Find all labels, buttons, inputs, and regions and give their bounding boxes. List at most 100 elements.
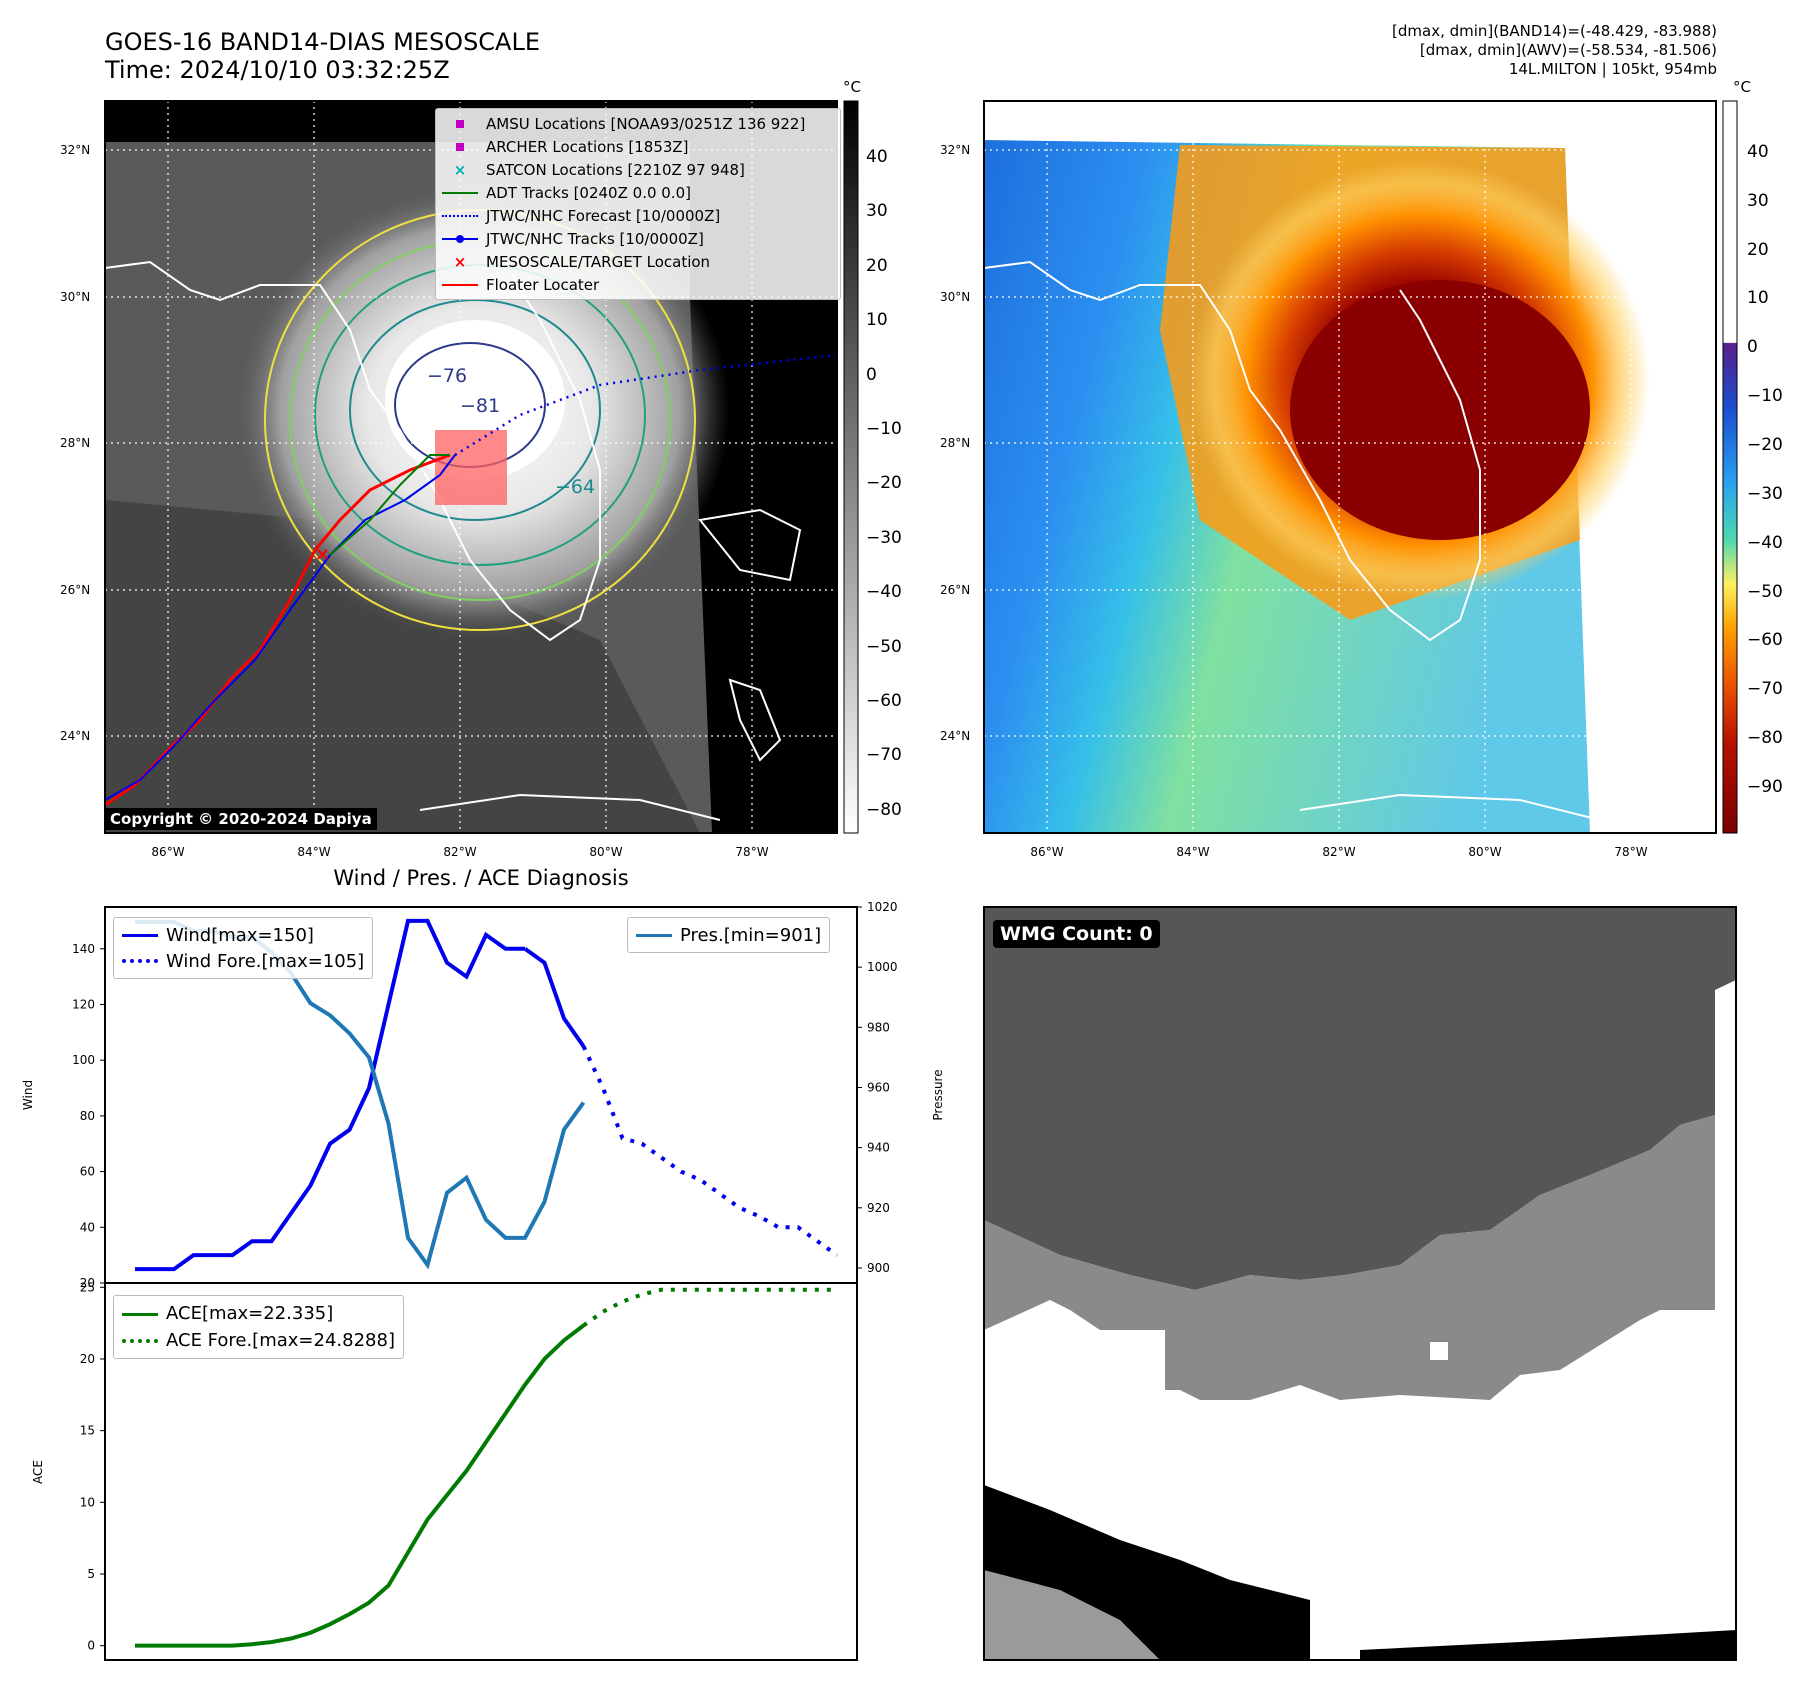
ace-axis-label: ACE (31, 1460, 45, 1484)
svg-text:20: 20 (866, 256, 888, 276)
svg-text:−40: −40 (866, 582, 902, 602)
svg-text:40: 40 (866, 147, 888, 167)
svg-text:−80: −80 (866, 800, 902, 820)
ir-map: −76 −81 −64 × (105, 101, 837, 833)
svg-text:84°W: 84°W (1176, 845, 1209, 859)
y-right-tick-label: 960 (867, 1080, 890, 1094)
legend-item-amsu: AMSU Locations [NOAA93/0251Z 136 922] (442, 112, 834, 135)
stats-awv: [dmax, dmin](AWV)=(-58.534, -81.506) (1419, 41, 1717, 59)
target-marker: × (315, 544, 330, 565)
svg-text:0: 0 (866, 365, 877, 385)
y-right-tick-label: 920 (867, 1201, 890, 1215)
svg-text:−60: −60 (866, 691, 902, 711)
dotted-line-icon (442, 209, 478, 223)
wind-legend: Wind[max=150] Wind Fore.[max=105] (113, 917, 374, 979)
y-tick-label: 60 (80, 1165, 95, 1179)
svg-text:−70: −70 (1747, 679, 1783, 699)
series-line-1 (523, 947, 586, 1048)
svg-text:−50: −50 (1747, 582, 1783, 602)
ir-lat-labels: 32°N 30°N 28°N 26°N 24°N (60, 143, 90, 743)
pressure-legend: Pres.[min=901] (627, 917, 831, 953)
svg-text:30: 30 (866, 201, 888, 221)
svg-text:32°N: 32°N (60, 143, 90, 157)
svg-text:10: 10 (866, 310, 888, 330)
ace-chart: 0 5 10 15 20 25 ACE (31, 1280, 858, 1661)
diagnosis-title: Wind / Pres. / ACE Diagnosis (333, 866, 628, 890)
y-right-tick-label: 1020 (867, 900, 898, 914)
series-line-0 (135, 1323, 585, 1648)
svg-text:80°W: 80°W (589, 845, 622, 859)
svg-text:28°N: 28°N (940, 436, 970, 450)
svg-text:24°N: 24°N (60, 729, 90, 743)
svg-text:−30: −30 (866, 528, 902, 548)
wmg-panel (983, 906, 1737, 1661)
jtwc-forecast-track (454, 353, 837, 457)
y-tick-label: 140 (72, 942, 95, 956)
svg-text:20: 20 (1747, 240, 1769, 260)
line-icon (442, 278, 478, 292)
y-tick-label: 25 (80, 1280, 95, 1294)
ir-colorbar: °C 40 30 20 10 0 −10 −20 −30 −40 −50 −60… (843, 78, 902, 834)
svg-text:26°N: 26°N (940, 583, 970, 597)
svg-text:°C: °C (1733, 78, 1751, 96)
y-right-tick-label: 940 (867, 1141, 890, 1155)
jtwc-track (105, 454, 456, 801)
y-tick-label: 0 (87, 1639, 95, 1653)
legend-item-adt: ADT Tracks [0240Z 0.0 0.0] (442, 181, 834, 204)
figure-title-line1: GOES-16 BAND14-DIAS MESOSCALE (105, 28, 541, 56)
y-tick-label: 80 (80, 1109, 95, 1123)
svg-text:−10: −10 (1747, 386, 1783, 406)
mesoscale-target-box (435, 430, 507, 505)
svg-text:24°N: 24°N (940, 729, 970, 743)
svg-text:82°W: 82°W (443, 845, 476, 859)
contour-label-64: −64 (555, 476, 595, 498)
y-tick-label: 10 (80, 1495, 95, 1509)
x-marker-icon: × (453, 252, 467, 271)
figure-title: GOES-16 BAND14-DIAS MESOSCALE Time: 2024… (105, 28, 540, 84)
svg-text:32°N: 32°N (940, 143, 970, 157)
floater-locater-track (105, 453, 451, 807)
y-tick-label: 120 (72, 997, 95, 1011)
line-dot-icon (442, 232, 478, 246)
square-marker-icon (442, 117, 478, 131)
stats-band14: [dmax, dmin](BAND14)=(-48.429, -83.988) (1392, 22, 1717, 40)
ace-legend: ACE[max=22.335] ACE Fore.[max=24.8288] (113, 1295, 404, 1359)
svg-text:−60: −60 (1747, 630, 1783, 650)
legend-item-satcon: × SATCON Locations [2210Z 97 948] (442, 158, 834, 181)
svg-text:26°N: 26°N (60, 583, 90, 597)
wv-colorbar: °C 40 30 20 10 0 −10 −20 −30 −40 −50 −60… (1722, 78, 1783, 834)
svg-text:82°W: 82°W (1322, 845, 1355, 859)
y-right-tick-label: 980 (867, 1020, 890, 1034)
series-line-0 (135, 918, 525, 1272)
svg-text:0: 0 (1747, 337, 1758, 357)
svg-text:86°W: 86°W (1030, 845, 1063, 859)
svg-text:°C: °C (843, 78, 861, 96)
line-icon (122, 1307, 158, 1321)
y-tick-label: 100 (72, 1053, 95, 1067)
wind-axis-label: Wind (21, 1080, 35, 1110)
adt-track (329, 454, 450, 556)
svg-text:−70: −70 (866, 745, 902, 765)
svg-text:−90: −90 (1747, 777, 1783, 797)
y-tick-label: 15 (80, 1424, 95, 1438)
svg-text:−20: −20 (866, 473, 902, 493)
svg-text:78°W: 78°W (735, 845, 768, 859)
line-icon (442, 186, 478, 200)
ir-map-legend: AMSU Locations [NOAA93/0251Z 136 922] AR… (435, 108, 841, 300)
svg-text:40: 40 (1747, 142, 1769, 162)
legend-item-target: × MESOSCALE/TARGET Location (442, 250, 834, 273)
svg-text:−20: −20 (1747, 435, 1783, 455)
legend-item-floater: Floater Locater (442, 273, 834, 296)
y-tick-label: 40 (80, 1220, 95, 1234)
svg-text:86°W: 86°W (151, 845, 184, 859)
svg-text:−50: −50 (866, 637, 902, 657)
svg-text:30: 30 (1747, 191, 1769, 211)
square-marker-icon (442, 140, 478, 154)
figure-title-line2: Time: 2024/10/10 03:32:25Z (105, 56, 450, 84)
dotted-line-icon (122, 1334, 158, 1348)
contour-label-81: −81 (460, 395, 500, 417)
pressure-axis-label: Pressure (931, 1069, 945, 1120)
svg-text:80°W: 80°W (1468, 845, 1501, 859)
y-right-tick-label: 1000 (867, 960, 898, 974)
